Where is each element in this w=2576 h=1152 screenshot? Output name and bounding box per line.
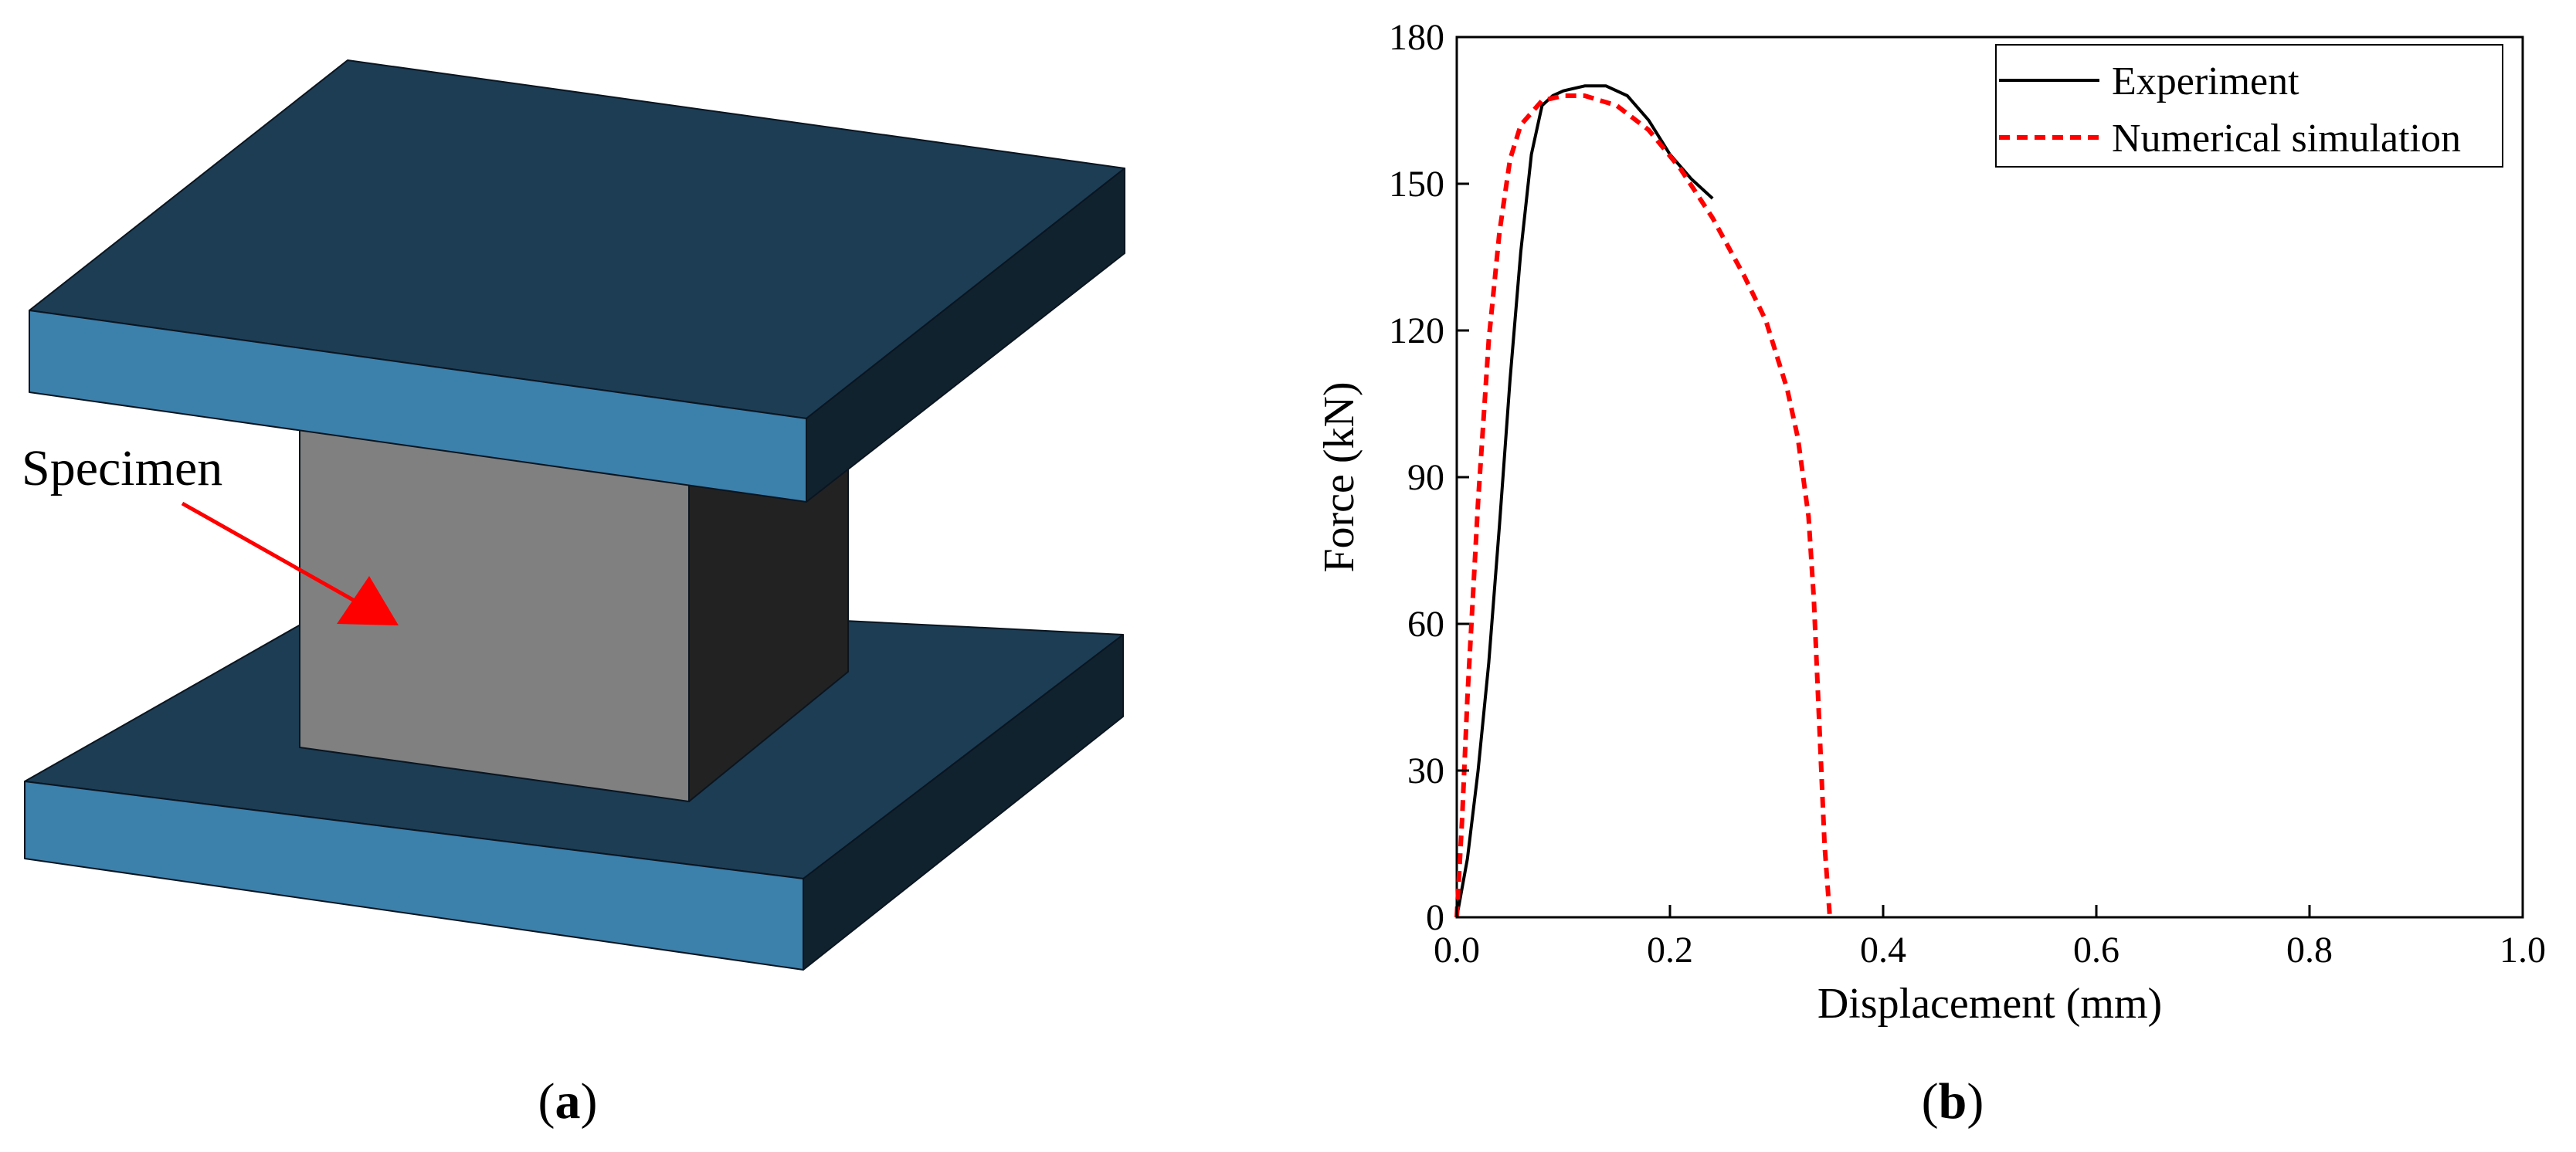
x-tick-label: 0.2 bbox=[1647, 930, 1693, 971]
y-tick-label: 90 bbox=[1407, 457, 1444, 498]
caption-b: (b) bbox=[1922, 1073, 1984, 1130]
y-tick-label: 30 bbox=[1407, 750, 1444, 791]
y-axis-title: Force (kN) bbox=[1315, 381, 1363, 572]
caption-a-open: ( bbox=[538, 1073, 555, 1130]
y-tick-label: 60 bbox=[1407, 604, 1444, 645]
top-plate-side-face bbox=[806, 168, 1125, 503]
x-axis-title: Displacement (mm) bbox=[1817, 980, 2162, 1028]
caption-b-open: ( bbox=[1922, 1073, 1939, 1130]
plot-area bbox=[1454, 36, 2524, 919]
caption-a-close: ) bbox=[581, 1073, 598, 1130]
x-tick-label: 0.0 bbox=[1434, 930, 1480, 971]
y-tick-label: 120 bbox=[1389, 310, 1444, 351]
chart: 0.0 0.2 0.4 0.6 0.8 1.0 0 30 60 90 120 150 180 Displ… bbox=[1315, 17, 2546, 1028]
y-tick-label: 0 bbox=[1426, 897, 1444, 938]
legend-label-numerical-simulation: Numerical simulation bbox=[2112, 117, 2461, 161]
caption-a-letter: a bbox=[555, 1073, 581, 1130]
x-tick-label: 0.6 bbox=[2073, 930, 2120, 971]
specimen-arrowhead bbox=[337, 576, 399, 625]
bottom-plate-side-face bbox=[803, 634, 1124, 971]
specimen-label: Specimen bbox=[22, 440, 222, 496]
legend-box bbox=[1995, 44, 2503, 168]
y-tick-label: 150 bbox=[1389, 164, 1444, 205]
x-tick-label: 1.0 bbox=[2500, 930, 2546, 971]
x-tick-label: 0.4 bbox=[1860, 930, 1906, 971]
tick-layer: 0.0 0.2 0.4 0.6 0.8 1.0 0 30 60 90 120 150 180 bbox=[1389, 17, 2546, 971]
series-line-numerical-simulation bbox=[1454, 93, 1832, 918]
x-tick-label: 0.8 bbox=[2286, 930, 2333, 971]
series-line-experiment bbox=[1455, 84, 1714, 918]
y-tick-label: 180 bbox=[1389, 17, 1444, 58]
legend: Experiment Numerical simulation bbox=[1995, 44, 2503, 168]
plot-frame bbox=[1455, 36, 2524, 919]
caption-b-close: ) bbox=[1967, 1073, 1984, 1130]
legend-label-experiment: Experiment bbox=[2112, 59, 2299, 103]
series-layer bbox=[1454, 84, 1832, 918]
caption-a: (a) bbox=[538, 1073, 598, 1130]
caption-b-letter: b bbox=[1939, 1073, 1967, 1130]
panel-a-illustration bbox=[24, 59, 1125, 971]
